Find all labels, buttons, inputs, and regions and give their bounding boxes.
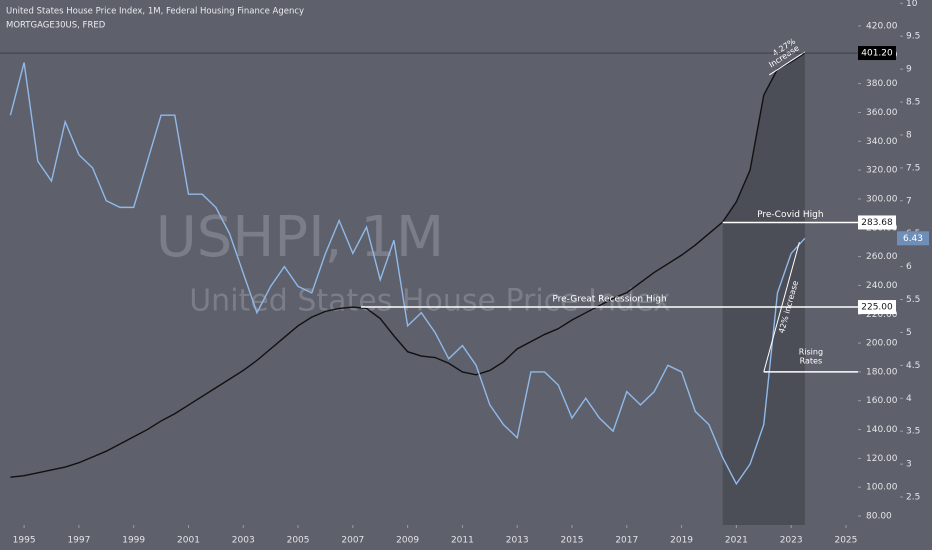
x-tick-label: 2011 [451, 536, 474, 546]
x-tick-label: 2019 [670, 536, 693, 546]
y-tick-label: 240.00 [866, 281, 898, 291]
x-tick-label: 2021 [725, 536, 748, 546]
y-tick-label: 140.00 [866, 425, 898, 435]
x-tick-label: 2009 [396, 536, 419, 546]
level-label: 225.00 [861, 303, 893, 313]
last-value-label: 6.43 [903, 234, 923, 244]
y2-tick-label: 10 [906, 0, 918, 9]
y-tick-label: 380.00 [866, 79, 898, 89]
last-value-box [897, 231, 929, 246]
last-value-label: 401.20 [861, 49, 893, 59]
level-label-box [858, 300, 896, 315]
y-tick-label: 220.00 [866, 310, 898, 320]
x-tick-label: 2017 [615, 536, 638, 546]
level-text: Rising [799, 347, 823, 356]
y2-tick-label: 4 [906, 394, 912, 404]
last-value-box [858, 46, 896, 61]
y2-tick-label: 9 [906, 65, 912, 75]
y2-tick-label: 7.5 [906, 163, 920, 173]
x-tick-label: 2005 [287, 536, 310, 546]
y2-tick-label: 8 [906, 130, 912, 140]
y-tick-label: 180.00 [866, 367, 898, 377]
plot-area [722, 53, 805, 525]
x-tick-label: 2013 [506, 536, 529, 546]
level-text: Pre-Covid High [757, 210, 823, 220]
x-tick-label: 1997 [67, 536, 90, 546]
y-tick-label: 420.00 [866, 21, 898, 31]
y-tick-label: 160.00 [866, 396, 898, 406]
chart-subtitle: MORTGAGE30US, FRED [6, 21, 106, 31]
y2-tick-label: 9.5 [906, 32, 920, 42]
y2-tick-label: 7 [906, 196, 912, 206]
y-tick-label: 200.00 [866, 339, 898, 349]
y-tick-label: 260.00 [866, 252, 898, 262]
series-line [10, 52, 806, 478]
level-label-box [858, 215, 896, 230]
y-tick-label: 340.00 [866, 137, 898, 147]
y2-tick-label: 6 [906, 262, 912, 272]
trend-line [763, 242, 800, 373]
y-tick-label: 360.00 [866, 108, 898, 118]
y2-tick-label: 4.5 [906, 361, 920, 371]
x-tick-label: 2025 [834, 536, 857, 546]
y2-tick-label: 5.5 [906, 295, 920, 305]
x-tick-label: 2007 [341, 536, 364, 546]
y-tick-label: 80.00 [866, 512, 892, 522]
x-tick-label: 1995 [13, 536, 36, 546]
y-tick-label: 120.00 [866, 454, 898, 464]
level-text: Rates [800, 356, 823, 365]
y-tick-label: 300.00 [866, 194, 898, 204]
chart-title: United States House Price Index, 1M, Fed… [6, 7, 304, 17]
shaded-region [722, 53, 805, 525]
x-tick-label: 2003 [232, 536, 255, 546]
y2-tick-label: 5 [906, 328, 912, 338]
series-line [9, 62, 806, 486]
y-tick-label: 100.00 [866, 483, 898, 493]
y2-tick-label: 3 [906, 460, 912, 470]
level-text: Pre-Great Recession High [552, 295, 666, 305]
y2-tick-label: 8.5 [906, 98, 920, 108]
x-tick-label: 1999 [122, 536, 145, 546]
level-label: 283.68 [861, 218, 893, 228]
x-tick-label: 2015 [561, 536, 584, 546]
x-tick-label: 2001 [177, 536, 200, 546]
y2-tick-label: 2.5 [906, 493, 920, 503]
y-tick-label: 320.00 [866, 166, 898, 176]
y2-tick-label: 3.5 [906, 427, 920, 437]
trend-line [768, 51, 806, 76]
x-tick-label: 2023 [780, 536, 803, 546]
watermark: USHPI, 1M [156, 205, 444, 270]
